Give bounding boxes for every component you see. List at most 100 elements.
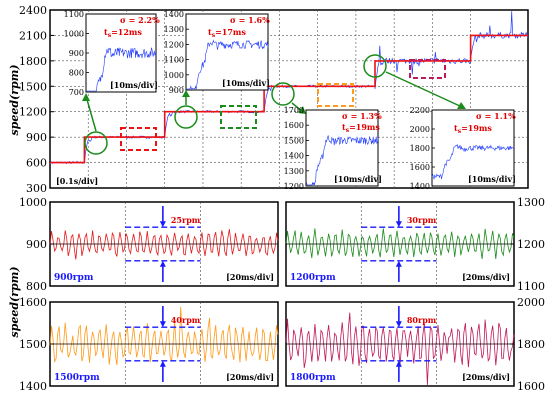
inset-2-sigma: σ = 1.6% bbox=[230, 15, 270, 25]
ripple-speed-label: 1500rpm bbox=[54, 373, 100, 383]
inset-trace bbox=[186, 39, 269, 90]
ripple-tick-label: 1300 bbox=[517, 196, 545, 209]
inset-tick-label: 1300 bbox=[284, 167, 304, 176]
inset-1-time-scale: [10ms/div] bbox=[110, 80, 158, 90]
inset-4: 1400 1600 1800 2000 2200 σ = 1.1% ts=19ms [1… bbox=[410, 106, 516, 191]
inset-1-sigma: σ = 2.2% bbox=[120, 15, 160, 25]
inset-4-y-ticks: 1400 1600 1800 2000 2200 bbox=[410, 106, 435, 191]
ripple-trace bbox=[49, 229, 279, 260]
inset-trace bbox=[305, 135, 379, 186]
main-y-tick-labels: 300 600 900 1200 1500 1800 2100 2400 bbox=[19, 4, 54, 195]
ripple-panel-900: 800 900 1000 25rpm 900rpm [20ms/div] bbox=[19, 196, 279, 293]
ripple-tick-label: 2000 bbox=[517, 296, 545, 309]
inset-trace bbox=[86, 47, 157, 92]
inset-tick-label: 1800 bbox=[410, 144, 430, 153]
inset-1-y-ticks: 700 800 900 1000 1100 bbox=[64, 10, 89, 97]
inset-tick-label: 1400 bbox=[164, 10, 184, 19]
inset-3-sigma: σ = 1.3% bbox=[342, 111, 382, 121]
main-y-tick-label: 300 bbox=[26, 182, 47, 195]
inset-2-trace bbox=[186, 39, 269, 90]
ripple-tick-label: 1600 bbox=[517, 380, 545, 393]
ripple-arrow-top-head bbox=[395, 221, 402, 228]
ripple-tick-label: 1800 bbox=[517, 338, 545, 351]
inset-tick-label: 900 bbox=[169, 86, 184, 95]
inset-tick-label: 1500 bbox=[284, 136, 304, 145]
inset-arrow-head-1 bbox=[82, 93, 90, 101]
ripple-arrow-top-head bbox=[395, 321, 402, 328]
inset-2-time-scale: [10ms/div] bbox=[222, 78, 270, 88]
ripple-time-scale: [20ms/div] bbox=[462, 372, 510, 382]
ripple-arrow-top-head bbox=[159, 321, 166, 328]
ripple-value: 25rpm bbox=[171, 215, 201, 225]
ripple-speed-label: 1800rpm bbox=[290, 373, 336, 383]
inset-1-trace bbox=[86, 47, 157, 92]
main-y-tick-label: 2400 bbox=[19, 4, 47, 17]
transient-marker-3 bbox=[271, 82, 295, 106]
inset-tick-label: 1700 bbox=[284, 106, 304, 115]
inset-tick-label: 1000 bbox=[64, 30, 84, 39]
ripple-tick-label: 900 bbox=[26, 238, 47, 251]
inset-4-time-scale: [10ms/div] bbox=[468, 174, 516, 184]
ripple-value: 80rpm bbox=[407, 315, 437, 325]
inset-tick-label: 1200 bbox=[164, 40, 184, 49]
inset-tick-label: 1600 bbox=[410, 163, 430, 172]
inset-1-settling: ts=12ms bbox=[104, 27, 142, 39]
highlight-box-1500 bbox=[317, 83, 354, 107]
inset-1: 700 800 900 1000 1100 σ = 2.2% ts=12ms [10ms… bbox=[64, 10, 160, 97]
inset-2-y-ticks: 900 1000 1100 1200 1300 1400 bbox=[164, 10, 189, 95]
inset-tick-label: 2000 bbox=[410, 125, 430, 134]
inset-2-frame bbox=[185, 13, 269, 91]
inset-4-settling: ts=19ms bbox=[454, 123, 492, 135]
inset-tick-label: 1600 bbox=[284, 121, 304, 130]
inset-3-trace bbox=[305, 135, 379, 186]
main-y-tick-label: 1800 bbox=[19, 55, 47, 68]
ripple-speed-label: 900rpm bbox=[54, 273, 94, 283]
ripple-tick-label: 1600 bbox=[19, 296, 47, 309]
main-y-tick-label: 2100 bbox=[19, 29, 47, 42]
ripple-value: 40rpm bbox=[171, 315, 201, 325]
inset-tick-label: 1100 bbox=[164, 56, 184, 65]
inset-3-y-ticks: 1200 1300 1400 1500 1600 1700 bbox=[284, 106, 309, 191]
main-time-scale: [0.1s/div] bbox=[56, 176, 98, 186]
inset-arrow-head-4 bbox=[457, 102, 466, 109]
inset-tick-label: 900 bbox=[69, 49, 84, 58]
inset-trace bbox=[431, 143, 515, 180]
inset-arrow-1 bbox=[85, 95, 97, 132]
ripple-time-scale: [20ms/div] bbox=[226, 372, 274, 382]
ripple-panel-1500: 1400 1500 1600 40rpm 1500rpm [20ms/div] bbox=[19, 296, 279, 393]
inset-tick-label: 800 bbox=[69, 69, 84, 78]
ripple-value: 30rpm bbox=[407, 215, 437, 225]
inset-3-time-scale: [10ms/div] bbox=[334, 174, 382, 184]
transient-marker-4 bbox=[363, 54, 387, 78]
ripple-panel-1200: 1100 1200 1300 30rpm 1200rpm [20ms/div] bbox=[285, 196, 545, 293]
inset-arrow-head-3 bbox=[298, 106, 306, 114]
ripple-arrow-bottom-head bbox=[395, 360, 402, 367]
inset-tick-label: 2200 bbox=[410, 106, 430, 115]
inset-arrow-4 bbox=[385, 71, 463, 108]
ripple-tick-label: 1100 bbox=[517, 280, 545, 293]
ripple-speed-label: 1200rpm bbox=[290, 273, 336, 283]
ripple-arrow-bottom-head bbox=[159, 360, 166, 367]
transient-marker-2 bbox=[174, 105, 198, 129]
main-chart: 300 600 900 1200 1500 1800 2100 2400 speed(rpm)… bbox=[8, 4, 529, 195]
inset-3-settling: ts=19ms bbox=[342, 122, 380, 134]
main-y-tick-label: 1200 bbox=[19, 106, 47, 119]
ripple-tick-label: 1500 bbox=[19, 338, 47, 351]
ripple-panel-1800: 1600 1800 2000 80rpm 1800rpm [20ms/div] bbox=[285, 296, 545, 393]
main-plot-frame bbox=[49, 9, 529, 189]
ripple-time-scale: [20ms/div] bbox=[462, 272, 510, 282]
inset-4-trace bbox=[431, 143, 515, 180]
inset-tick-label: 1400 bbox=[284, 152, 304, 161]
inset-3: 1200 1300 1400 1500 1600 1700 σ = 1.3% ts=19m… bbox=[284, 106, 382, 191]
inset-tick-label: 1100 bbox=[64, 10, 84, 19]
transient-marker-1 bbox=[84, 131, 108, 155]
ripple-tick-label: 1200 bbox=[517, 238, 545, 251]
ripple-arrow-top-head bbox=[159, 221, 166, 228]
inset-tick-label: 1200 bbox=[284, 182, 304, 191]
inset-tick-label: 1300 bbox=[164, 25, 184, 34]
main-y-axis-label: speed(rpm) bbox=[8, 64, 21, 135]
inset-2: 900 1000 1100 1200 1300 1400 σ = 1.6% ts=17ms… bbox=[164, 10, 270, 95]
ripple-tick-label: 1400 bbox=[19, 380, 47, 393]
